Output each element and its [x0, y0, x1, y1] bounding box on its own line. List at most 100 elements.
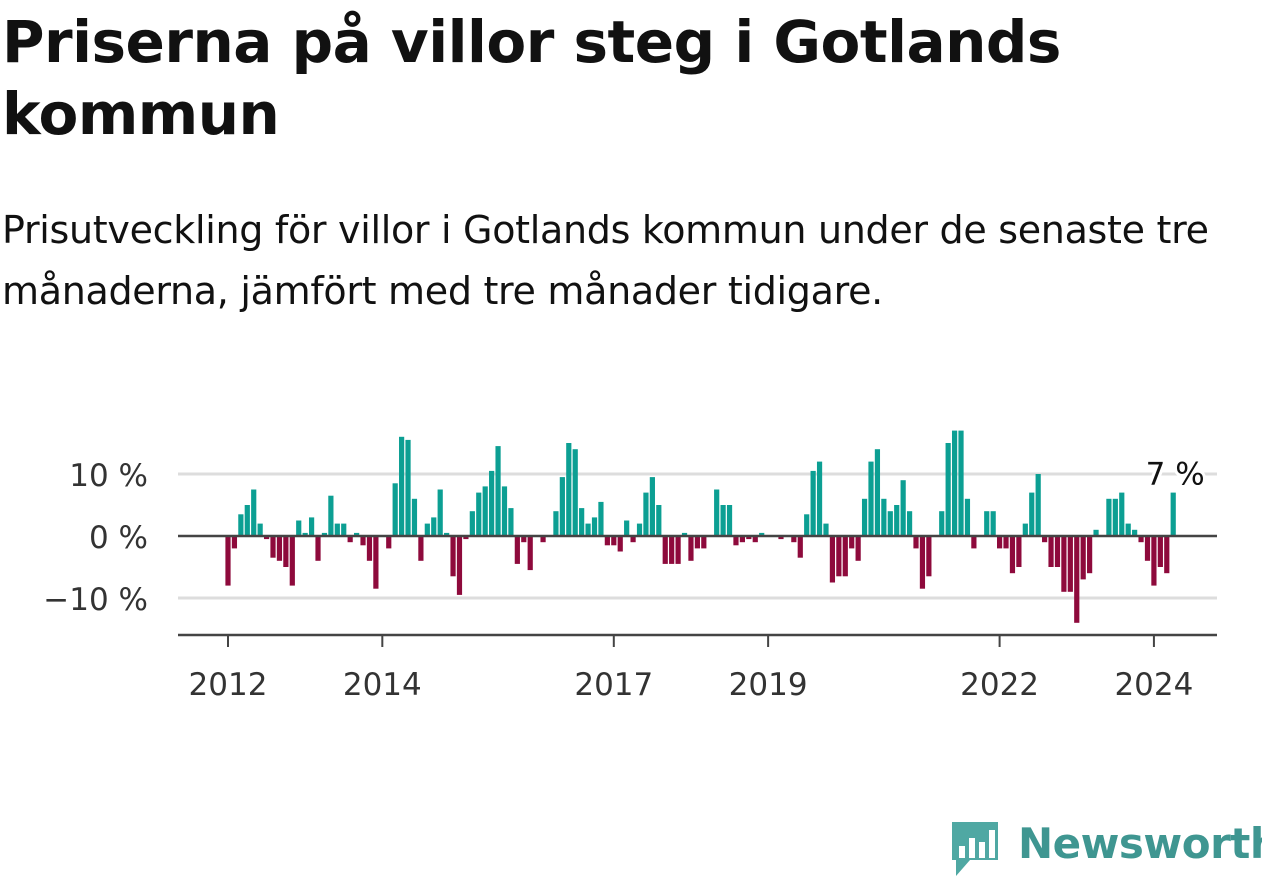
bar [366, 536, 373, 561]
bar [810, 470, 816, 536]
bar [945, 443, 951, 536]
bar [527, 536, 533, 571]
labels: 10 % 0 % −10 % 2012 2014 2017 2019 2022 2024 7 % [43, 454, 1207, 703]
brand-name: Newsworthy [1018, 819, 1262, 868]
x-tick-label: 2024 [1114, 667, 1193, 703]
bar [611, 536, 617, 546]
bar [1112, 498, 1118, 536]
bar [842, 536, 848, 577]
bar [598, 501, 604, 536]
bar [308, 517, 315, 536]
bar [231, 536, 238, 549]
bar [714, 489, 720, 536]
bar [1016, 536, 1022, 567]
newsworthy-logo-icon [952, 822, 998, 876]
bar [688, 536, 694, 561]
bar [489, 470, 495, 536]
bar [894, 505, 900, 536]
bar [354, 532, 360, 536]
bar [559, 477, 565, 536]
bar [591, 517, 598, 536]
y-tick-label: 0 % [89, 520, 148, 556]
bar [1061, 536, 1067, 592]
bar [624, 520, 630, 536]
bar [861, 498, 868, 536]
bar [681, 532, 688, 536]
x-tick-label: 2022 [960, 667, 1039, 703]
bar [662, 536, 668, 564]
bar [617, 536, 623, 552]
bar [636, 523, 643, 536]
bar [849, 536, 855, 549]
bar [836, 536, 842, 577]
bar [424, 523, 430, 536]
bar [289, 536, 295, 586]
bar [759, 532, 765, 536]
bar [829, 536, 836, 583]
bar [726, 505, 733, 536]
bar [1132, 529, 1138, 536]
bar [225, 536, 231, 586]
bar [1054, 536, 1061, 567]
bar [495, 446, 501, 536]
bar [521, 536, 527, 543]
bar [701, 536, 707, 549]
chart-title: Priserna på villor steg i Gotlands kommu… [2, 8, 1061, 148]
bar [321, 532, 328, 536]
bar [1125, 523, 1131, 536]
bar-chart: 10 % 0 % −10 % 2012 2014 2017 2019 2022 2024 7 % [43, 430, 1217, 703]
bar [874, 449, 881, 536]
bar [444, 532, 450, 536]
bar [1022, 523, 1028, 536]
bar [450, 536, 456, 577]
bar [399, 436, 405, 536]
bar [501, 486, 508, 536]
bar [514, 536, 520, 564]
bar [244, 505, 250, 536]
bar [733, 536, 739, 546]
newsworthy-logo: Newsworthy [950, 818, 1262, 878]
bar [823, 523, 829, 536]
bar [984, 511, 990, 536]
bar [939, 511, 945, 536]
bar [1164, 536, 1170, 574]
bar [270, 536, 276, 558]
bar [257, 523, 263, 536]
bar [926, 536, 932, 577]
bar [1157, 536, 1163, 567]
bar [1048, 536, 1054, 567]
bar [1093, 529, 1099, 536]
bar [476, 492, 482, 536]
bar [913, 536, 919, 549]
bar [694, 536, 700, 549]
bar [1067, 536, 1073, 592]
bar [302, 532, 308, 536]
bar [334, 523, 340, 536]
bar [816, 461, 823, 536]
bar [1080, 536, 1086, 580]
bar [418, 536, 424, 561]
bar [990, 511, 996, 536]
bar [347, 536, 353, 543]
bar [315, 536, 321, 561]
bar [739, 536, 745, 543]
bar [804, 514, 810, 536]
bar [1170, 492, 1176, 536]
bar [881, 498, 887, 536]
bar [566, 443, 572, 536]
bar [906, 511, 913, 536]
bar [405, 439, 411, 536]
bar [669, 536, 675, 564]
bar [373, 536, 379, 589]
bar [720, 505, 726, 536]
bar [431, 517, 437, 536]
bar [411, 498, 418, 536]
bar [797, 536, 803, 558]
bar [508, 508, 514, 536]
bar [276, 536, 283, 561]
bar [752, 536, 758, 543]
bar [971, 536, 977, 549]
bar [643, 492, 649, 536]
bar [469, 511, 475, 536]
bar [746, 536, 752, 540]
